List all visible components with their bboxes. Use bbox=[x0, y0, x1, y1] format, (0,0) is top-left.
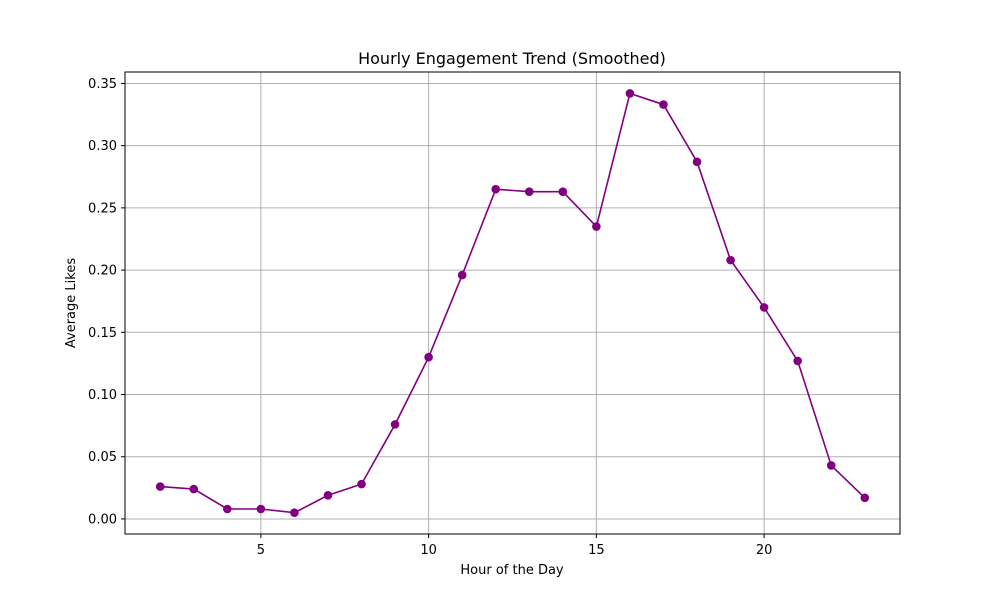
y-axis: 0.00 0.05 0.10 0.15 0.20 0.25 0.30 0.35 bbox=[88, 77, 125, 527]
data-point-marker bbox=[323, 491, 333, 500]
data-point-marker bbox=[826, 461, 836, 470]
data-point-marker bbox=[759, 303, 769, 312]
y-tick-label: 0.15 bbox=[88, 326, 117, 341]
data-point-marker bbox=[256, 504, 266, 514]
data-point-marker bbox=[860, 493, 870, 503]
data-point-marker bbox=[390, 420, 400, 429]
data-point-marker bbox=[491, 184, 501, 194]
data-point-marker bbox=[592, 222, 601, 231]
data-point-marker bbox=[223, 504, 232, 514]
data-point-marker bbox=[189, 484, 199, 494]
data-point-marker bbox=[155, 482, 165, 491]
data-point-marker bbox=[793, 356, 802, 366]
y-tick-label: 0.20 bbox=[88, 264, 117, 279]
grid-layer bbox=[125, 72, 900, 534]
x-axis-label: Hour of the Day bbox=[460, 563, 564, 578]
data-point-marker bbox=[424, 352, 433, 362]
series-layer bbox=[155, 89, 870, 518]
data-point-marker bbox=[692, 157, 702, 167]
y-tick-label: 0.05 bbox=[88, 450, 117, 465]
data-point-marker bbox=[726, 255, 735, 265]
data-point-marker bbox=[558, 187, 568, 196]
series-line bbox=[160, 92, 866, 514]
y-tick-label: 0.10 bbox=[88, 388, 117, 403]
data-point-marker bbox=[524, 187, 534, 196]
data-point-marker bbox=[357, 479, 366, 489]
x-tick-label: 10 bbox=[420, 543, 437, 558]
plot-area-frame bbox=[124, 71, 901, 535]
x-tick-label: 20 bbox=[756, 543, 773, 558]
data-point-marker bbox=[625, 89, 635, 98]
y-tick-label: 0.35 bbox=[88, 77, 117, 92]
y-axis-label: Average Likes bbox=[64, 258, 79, 348]
x-tick-label: 15 bbox=[588, 543, 605, 558]
x-tick-label: 5 bbox=[257, 543, 265, 558]
y-tick-label: 0.30 bbox=[88, 139, 117, 154]
data-point-marker bbox=[290, 508, 299, 518]
data-point-marker bbox=[659, 100, 668, 109]
data-point-marker bbox=[457, 270, 467, 280]
y-tick-label: 0.25 bbox=[88, 201, 117, 216]
chart-title: Hourly Engagement Trend (Smoothed) bbox=[358, 49, 666, 68]
x-axis: 5 10 15 20 bbox=[257, 534, 773, 558]
y-tick-label: 0.00 bbox=[88, 512, 117, 527]
